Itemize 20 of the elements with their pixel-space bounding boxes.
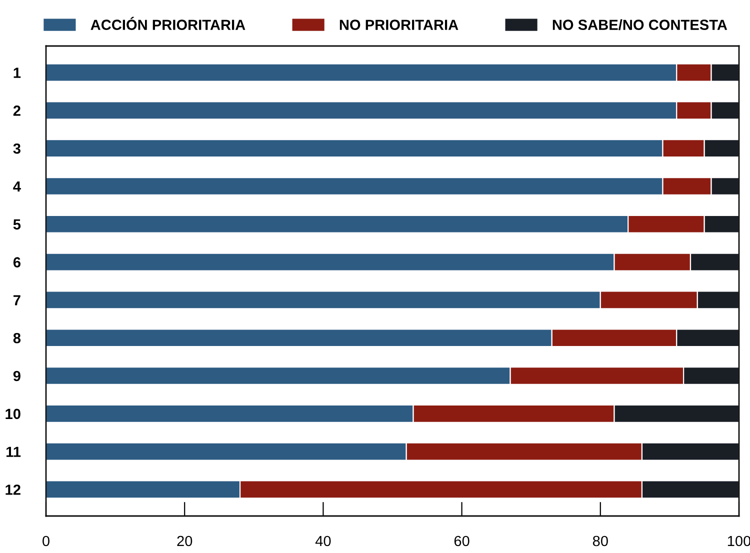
y-tick-label: 4 — [13, 181, 21, 192]
x-tick-label: 80 — [592, 536, 608, 546]
y-tick-label: 11 — [6, 446, 21, 457]
legend-label: NO SABE/NO CONTESTA — [552, 19, 728, 30]
y-tick-label: 5 — [13, 219, 21, 230]
y-tick-label: 6 — [13, 257, 20, 268]
y-tick-label: 9 — [13, 370, 20, 382]
y-tick-label: 7 — [14, 295, 20, 306]
legend-label: NO PRIORITARIA — [340, 20, 458, 30]
legend-label: ACCIÓN PRIORITARIA — [90, 16, 246, 30]
x-tick-label: 40 — [315, 536, 331, 546]
x-tick-label: 60 — [454, 536, 470, 546]
y-tick-label: 3 — [13, 143, 20, 154]
x-tick-label: 0 — [42, 536, 50, 546]
x-tick-label: 20 — [177, 536, 192, 546]
y-tick-label: 2 — [13, 106, 20, 116]
y-tick-label: 10 — [6, 408, 20, 420]
y-tick-label: 1 — [14, 68, 21, 78]
y-tick-label: 12 — [6, 484, 20, 495]
y-tick-label: 8 — [13, 332, 21, 344]
